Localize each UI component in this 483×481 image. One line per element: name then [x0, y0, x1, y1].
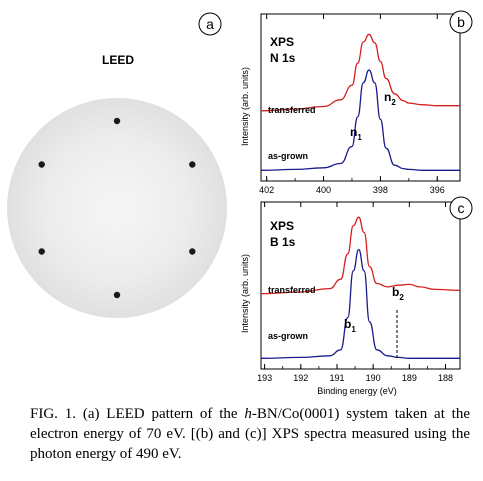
panel-b-badge-circle	[449, 10, 473, 34]
leed-center-glow	[97, 196, 129, 228]
panel-b-xps-n1s: XPS N 1s transferred as-grown n2 n1 Inte…	[240, 10, 473, 195]
leed-spots	[38, 117, 196, 299]
panel-c-title-line1: XPS	[270, 219, 294, 233]
panel-c-xtick-labels: 193 192 191 190 189 188	[257, 373, 453, 383]
panel-b-badge-letter: b	[457, 14, 465, 30]
leed-spot	[189, 248, 196, 255]
figure-caption: FIG. 1. (a) LEED pattern of the h-BN/Co(…	[30, 404, 470, 464]
panel-c-title-line2: B 1s	[270, 235, 296, 249]
panel-a-badge-letter: a	[206, 16, 214, 32]
panel-a-leed: LEED a	[7, 12, 227, 318]
panel-a-badge-circle	[198, 12, 222, 36]
panel-c-badge-circle	[449, 196, 473, 220]
panel-b-label-as-grown: as-grown	[268, 151, 308, 161]
caption-fig-number: FIG. 1.	[30, 406, 76, 422]
panel-b-ylabel: Intensity (arb. units)	[240, 67, 250, 146]
caption-italic-h: h	[244, 406, 252, 422]
leed-title: LEED	[102, 53, 134, 67]
panel-c-badge-letter: c	[458, 200, 465, 216]
leed-spot	[113, 117, 121, 125]
caption-part1: (a) LEED pattern of the	[76, 406, 245, 422]
panel-c-label-transferred: transferred	[268, 285, 316, 295]
x-tick-label: 402	[259, 185, 274, 195]
panel-c-peak-b2: b2	[392, 285, 404, 302]
panel-c-label-as-grown: as-grown	[268, 331, 308, 341]
panel-c-frame	[260, 201, 461, 370]
panel-c-as-grown-curve	[260, 248, 460, 359]
x-tick-label: 400	[316, 185, 331, 195]
panel-c-peak-b1: b1	[344, 317, 356, 334]
figure: LEED a XPS N 1s transferred as-grown n2 …	[7, 10, 473, 396]
caption-part2: -BN/Co(0001) system taken at the electro…	[30, 406, 471, 462]
x-tick-label: 191	[329, 373, 344, 383]
x-tick-label: 192	[293, 373, 308, 383]
panel-c-xps-b1s: XPS B 1s transferred as-grown b2 b1 Inte…	[240, 196, 473, 396]
leed-spot	[113, 291, 121, 299]
panel-b-label-transferred: transferred	[268, 105, 316, 115]
panel-b-peak-n2: n2	[384, 90, 396, 107]
panel-b-as-grown-curve	[260, 69, 460, 171]
panel-c-xlabel: Binding energy (eV)	[317, 386, 397, 396]
x-tick-label: 190	[366, 373, 381, 383]
x-tick-label: 189	[402, 373, 417, 383]
leed-spot	[189, 161, 196, 168]
x-tick-label: 193	[257, 373, 272, 383]
x-tick-label: 188	[438, 373, 453, 383]
panel-c-ticks	[264, 202, 447, 369]
panel-b-transferred-curve	[260, 33, 460, 112]
panel-c-ylabel: Intensity (arb. units)	[240, 254, 250, 333]
x-tick-label: 398	[373, 185, 388, 195]
panel-c-transferred-curve	[260, 216, 461, 295]
panel-b-title-line1: XPS	[270, 35, 294, 49]
panel-b-ticks	[266, 14, 438, 181]
x-tick-label: 396	[430, 185, 445, 195]
panel-b-xtick-labels: 402 400 398 396	[259, 185, 445, 195]
leed-spot	[38, 161, 45, 168]
panel-b-peak-n1: n1	[350, 125, 362, 142]
leed-spot	[38, 248, 45, 255]
panel-b-title-line2: N 1s	[270, 51, 296, 65]
